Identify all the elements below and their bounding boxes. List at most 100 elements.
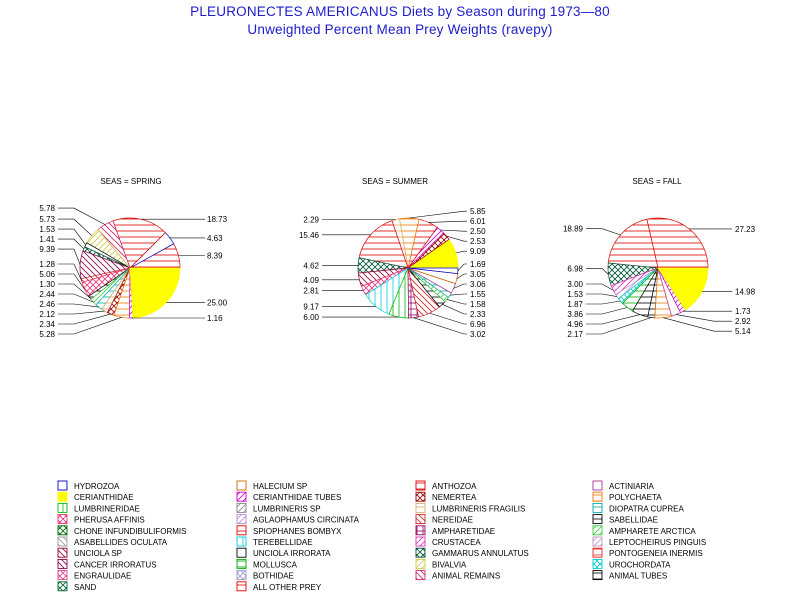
legend-label: CHONE INFUNDIBULIFORMIS xyxy=(74,527,186,536)
legend-entry-aglaophamus-circinata: AGLAOPHAMUS CIRCINATA xyxy=(236,514,360,525)
leader-line xyxy=(58,283,90,299)
legend-swatch xyxy=(236,502,247,513)
pie-slice-all-other-prey xyxy=(112,217,166,269)
legend-swatch xyxy=(57,558,68,569)
legend-label: SAND xyxy=(74,583,96,592)
pie-heading: SEAS = SPRING xyxy=(100,177,161,186)
leader-line xyxy=(586,317,652,335)
slice-label-mollusca: 3.86 xyxy=(567,310,583,319)
legend-label: HYDROZOA xyxy=(74,482,120,491)
leader-line xyxy=(429,312,467,325)
slice-label-cerianthidae-tubes: 1.73 xyxy=(735,307,751,316)
legend-swatch xyxy=(592,502,603,513)
legend-label: HALECIUM SP xyxy=(253,482,307,491)
legend-label: ALL OTHER PREY xyxy=(253,583,322,592)
legend-entry-pontogeneia-inermis: PONTOGENEIA INERMIS xyxy=(592,547,703,558)
legend-swatch xyxy=(57,547,68,558)
legend-entry-bivalvia: BIVALVIA xyxy=(415,558,467,569)
legend-entry-nemertea: NEMERTEA xyxy=(415,491,477,502)
legend-label: GAMMARUS ANNULATUS xyxy=(432,549,529,558)
legend-swatch xyxy=(415,491,426,502)
slice-label-animal-remains: 5.78 xyxy=(39,204,55,213)
slice-label-lumbrineridae: 6.00 xyxy=(303,313,319,322)
slice-label-hydrozoa: 1.69 xyxy=(470,260,486,269)
leader-line xyxy=(58,207,106,225)
legend-label: ACTINIARIA xyxy=(609,482,655,491)
legend-entry-hydrozoa: HYDROZOA xyxy=(57,480,120,491)
legend-swatch xyxy=(592,491,603,502)
legend-swatch xyxy=(57,536,68,547)
legend-entry-terebellidae: TEREBELLIDAE xyxy=(236,536,313,547)
legend-entry-chone-infundibuliformis: CHONE INFUNDIBULIFORMIS xyxy=(57,525,186,536)
slice-label-cerianthidae: 14.98 xyxy=(735,288,756,297)
slice-label-polychaeta: 5.28 xyxy=(39,330,55,339)
leader-line xyxy=(58,313,111,325)
leader-line xyxy=(586,314,640,325)
legend-label: CRUSTACEA xyxy=(432,538,481,547)
legend-label: NEREIDAE xyxy=(432,516,473,525)
slice-label-actiniaria: 3.06 xyxy=(470,280,486,289)
pie-slice-cerianthidae xyxy=(129,267,181,319)
leader-line xyxy=(449,293,467,296)
legend-entry-gammarus-annulatus: GAMMARUS ANNULATUS xyxy=(415,547,529,558)
legend-swatch xyxy=(592,525,603,536)
legend-swatch xyxy=(236,525,247,536)
legend-entry-engraulidae: ENGRAULIDAE xyxy=(57,570,131,581)
legend-entry-lumbrineridae: LUMBRINERIDAE xyxy=(57,502,140,513)
slice-label-all-other-prey: 18.89 xyxy=(563,225,584,234)
legend-entry-actiniaria: ACTINIARIA xyxy=(592,480,655,491)
legend-entry-halecium-sp: HALECIUM SP xyxy=(236,480,307,491)
legend-swatch xyxy=(57,514,68,525)
legend-label: AMPHARETE ARCTICA xyxy=(609,527,696,536)
legend-entry-urochordata: UROCHORDATA xyxy=(592,558,671,569)
slice-label-cerianthidae: 25.00 xyxy=(207,298,228,307)
slice-label-gammarus-annulatus: 1.41 xyxy=(39,235,55,244)
leader-line xyxy=(586,267,609,275)
legend-swatch xyxy=(415,570,426,581)
legend-entry-unciola-irrorata: UNCIOLA IRRORATA xyxy=(236,547,331,558)
legend-swatch xyxy=(57,570,68,581)
leader-line xyxy=(586,293,618,297)
legend-label: ANTHOZOA xyxy=(432,482,477,491)
slice-label-urochordata: 1.87 xyxy=(567,300,583,309)
legend-label: UNCIOLA SP xyxy=(74,549,122,558)
legend-entry-polychaeta: POLYCHAETA xyxy=(592,491,662,502)
legend-swatch xyxy=(592,514,603,525)
slice-label-leptocheirus-pinguis: 1.53 xyxy=(567,290,583,299)
slice-label-cerianthidae-tubes: 1.16 xyxy=(207,314,223,323)
legend-label: BOTHIDAE xyxy=(253,572,294,581)
leader-line xyxy=(456,273,467,279)
legend-label: LUMBRINERIDAE xyxy=(74,504,140,513)
legend-entry-ampharete-arctica: AMPHARETE ARCTICA xyxy=(592,525,696,536)
slice-label-anthozoa: 8.39 xyxy=(207,252,223,261)
legend-entry-all-other-prey: ALL OTHER PREY xyxy=(236,581,322,592)
slice-label-crustacea: 3.00 xyxy=(567,280,583,289)
legend-swatch xyxy=(236,547,247,558)
slice-label-actiniaria: 2.92 xyxy=(735,317,751,326)
chart-title: PLEURONECTES AMERICANUS Diets by Season … xyxy=(190,4,610,19)
chart-subtitle: Unweighted Percent Mean Prey Weights (ra… xyxy=(247,22,553,37)
legend-swatch xyxy=(236,480,247,491)
legend-swatch xyxy=(57,502,68,513)
legend-label: ANIMAL TUBES xyxy=(609,572,667,581)
legend-label: LEPTOCHEIRUS PINGUIS xyxy=(609,538,706,547)
slice-label-all-other-prey: 18.73 xyxy=(207,215,228,224)
legend: HYDROZOA HALECIUM SP ANTHOZOA ACTINIARIA CER… xyxy=(57,480,706,592)
slice-label-polychaeta: 5.14 xyxy=(735,327,751,336)
legend-entry-nereidae: NEREIDAE xyxy=(415,514,473,525)
slice-label-nereidae: 1.28 xyxy=(39,260,55,269)
legend-swatch xyxy=(415,547,426,558)
slice-label-diopatra-cuprea: 1.55 xyxy=(470,290,486,299)
legend-entry-sand: SAND xyxy=(57,581,96,592)
legend-entry-cancer-irroratus: CANCER IRRORATUS xyxy=(57,558,157,569)
slice-label-hydrozoa: 4.63 xyxy=(207,234,223,243)
leader-line xyxy=(58,228,86,245)
slice-label-cerianthidae: 9.09 xyxy=(470,247,486,256)
slice-label-lumbrineris-fragilis: 2.12 xyxy=(39,310,55,319)
leader-line xyxy=(58,238,85,250)
legend-swatch xyxy=(57,491,68,502)
slice-label-anthozoa: 27.23 xyxy=(735,225,756,234)
leader-line xyxy=(453,283,467,289)
slice-label-gammarus-annulatus: 6.98 xyxy=(567,264,583,273)
leader-line xyxy=(440,229,467,232)
